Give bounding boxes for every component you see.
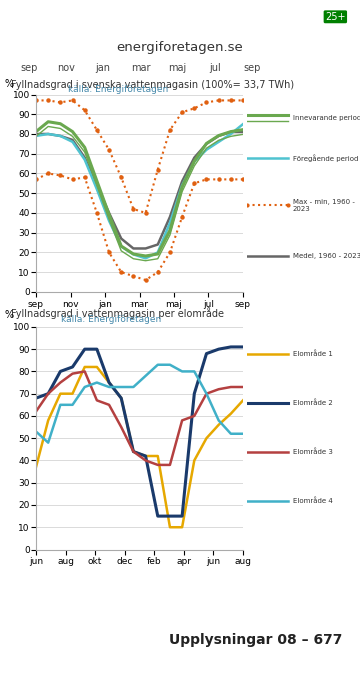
Text: mar: mar (131, 63, 150, 73)
Text: Fyllnadsgrad i vattenmagasin per elområde: Fyllnadsgrad i vattenmagasin per elområd… (11, 307, 224, 319)
Text: sep: sep (20, 63, 37, 73)
Y-axis label: %: % (5, 78, 14, 89)
Y-axis label: %: % (5, 310, 14, 320)
Text: Max - min, 1960 -
2023: Max - min, 1960 - 2023 (293, 199, 355, 211)
Text: energiforetagen.se: energiforetagen.se (117, 41, 243, 54)
Text: maj: maj (168, 63, 187, 73)
Text: Innevarande period: Innevarande period (293, 116, 360, 121)
Text: Upplysningar 08 – 677: Upplysningar 08 – 677 (168, 634, 342, 648)
Text: jul: jul (209, 63, 221, 73)
Text: sep: sep (243, 63, 261, 73)
Text: källa: Energiföretagen: källa: Energiföretagen (68, 85, 168, 94)
Text: Fyllnadsgrad i svenska vattenmagasin (100%= 33,7 TWh): Fyllnadsgrad i svenska vattenmagasin (10… (11, 80, 294, 90)
Text: Elområde 2: Elområde 2 (293, 399, 333, 406)
Text: Föregående period: Föregående period (293, 154, 358, 162)
Text: 23:52: 23:52 (14, 10, 56, 24)
Text: ⌘: ⌘ (313, 12, 323, 22)
Text: nov: nov (57, 63, 75, 73)
Text: jan: jan (96, 63, 111, 73)
Text: Elområde 1: Elområde 1 (293, 350, 333, 357)
Text: Elområde 3: Elområde 3 (293, 448, 333, 455)
Text: källa: Energiföretagen: källa: Energiföretagen (61, 316, 161, 325)
Text: 25+: 25+ (325, 12, 346, 22)
Text: Elområde 4: Elområde 4 (293, 497, 333, 504)
Text: ▲▲: ▲▲ (288, 13, 301, 21)
Text: ): ) (58, 10, 63, 23)
Text: Medel, 1960 - 2023: Medel, 1960 - 2023 (293, 253, 360, 260)
